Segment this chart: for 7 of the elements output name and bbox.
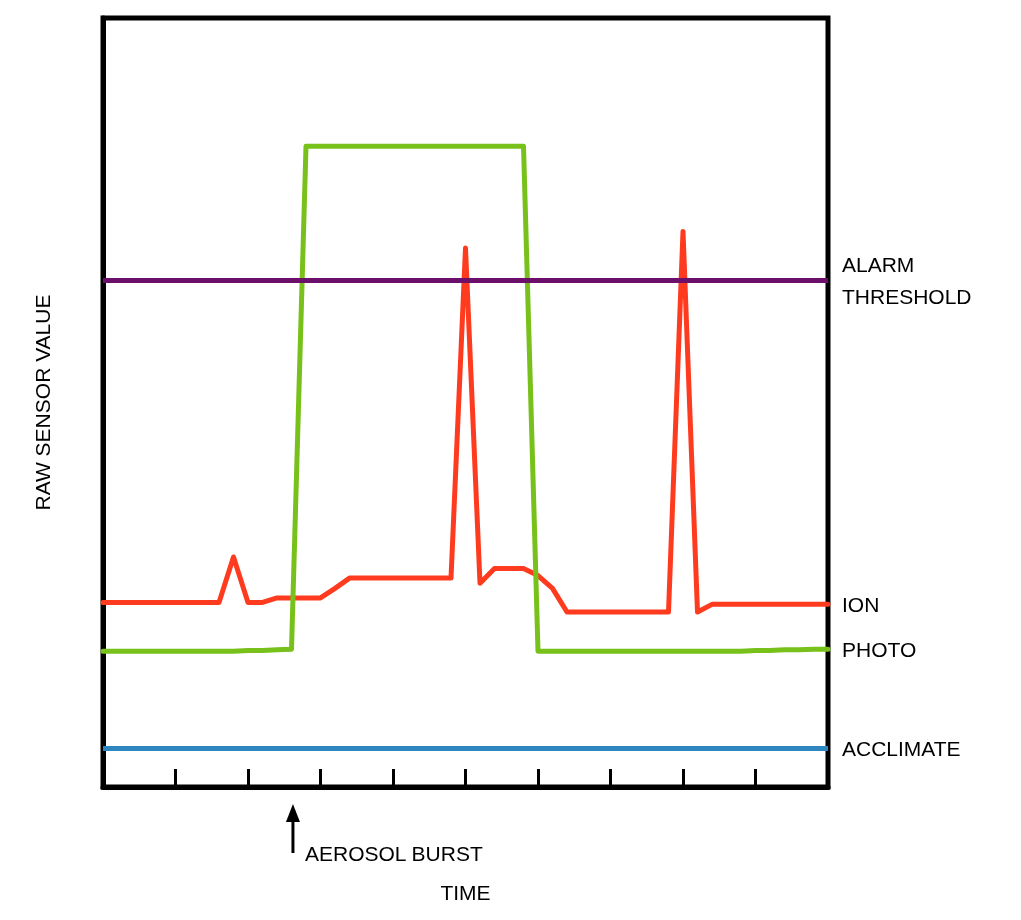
ref-line-label: ACCLIMATE	[842, 737, 961, 761]
series-label: ION	[842, 592, 880, 616]
y-axis-title: RAW SENSOR VALUE	[31, 294, 54, 511]
text: AEROSOL BURST	[304, 842, 483, 865]
series-label: PHOTO	[842, 637, 917, 661]
x-axis-title: TIME	[440, 881, 491, 904]
ref-line-label: ALARM THRESHOLD	[842, 253, 972, 309]
